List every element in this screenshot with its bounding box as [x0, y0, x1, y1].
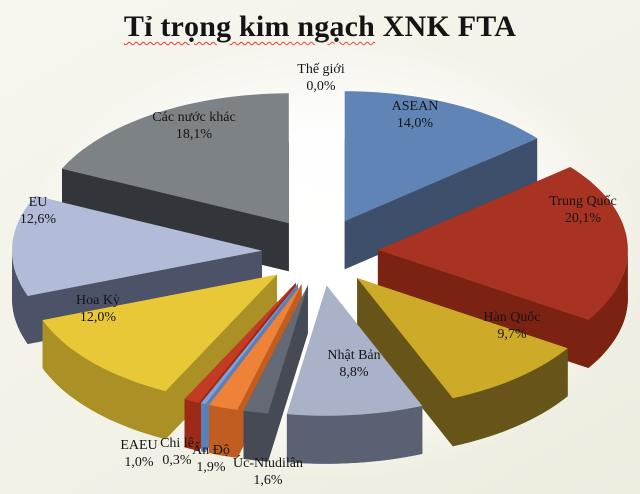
- pie-slice-uc-niudilan[interactable]: [243, 285, 308, 462]
- chart-title-suffix: XNK FTA: [382, 10, 517, 43]
- slice-top-face: [286, 285, 423, 416]
- slice-rim-wall: [209, 405, 238, 458]
- chart-title: Tỉ trọng kim ngạch XNK FTA: [0, 10, 640, 44]
- slice-rim-wall: [452, 348, 568, 447]
- slice-top-face: [243, 285, 308, 414]
- slice-rim-wall: [588, 249, 628, 368]
- slice-rim-wall: [243, 410, 268, 462]
- slice-top-face: [62, 93, 289, 224]
- slice-rim-wall: [184, 399, 199, 451]
- slice-end-wall: [344, 138, 538, 270]
- slice-top-face: [344, 91, 538, 222]
- pie-slice-eu[interactable]: [12, 195, 263, 344]
- pie-slice-trung-quoc[interactable]: [377, 167, 628, 368]
- slice-top-face: [357, 278, 568, 399]
- slice-top-face: [209, 284, 302, 410]
- slice-rim-wall: [201, 403, 206, 453]
- slice-rim-wall: [12, 250, 28, 344]
- slice-top-face: [184, 282, 296, 403]
- slice-top-face: [42, 274, 277, 392]
- pie-slice-nhat-ban[interactable]: [286, 285, 423, 464]
- pie-slice-han-quoc[interactable]: [357, 278, 568, 447]
- slice-rim-wall: [286, 405, 423, 464]
- slice-top-face: [201, 283, 298, 405]
- slice-end-wall: [357, 278, 453, 447]
- pie-slice-asean[interactable]: [344, 91, 538, 270]
- slice-rim-wall: [42, 320, 166, 440]
- slice-top-face: [377, 167, 628, 320]
- slice-top-face: [12, 195, 262, 296]
